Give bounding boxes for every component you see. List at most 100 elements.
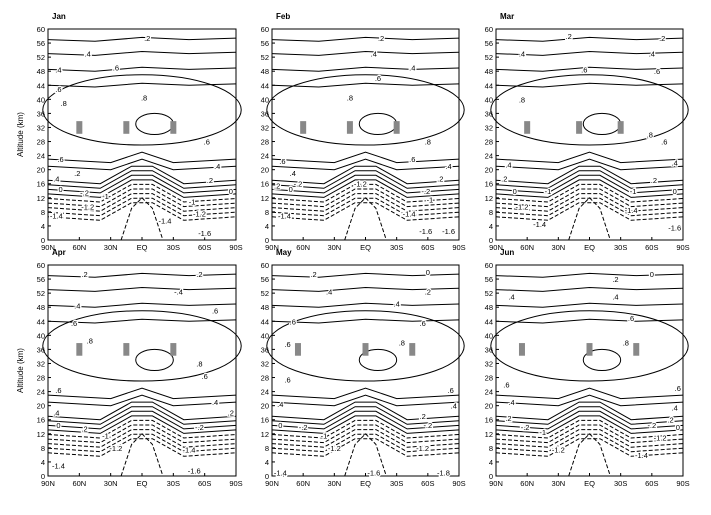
x-tick-label: 30S [614,243,627,252]
y-tick-label: 32 [37,123,45,132]
contour-label: -.2 [294,180,303,189]
contour-label: .6 [284,375,290,384]
contour-line [42,74,242,146]
contour-line [42,310,242,382]
contour-line [271,151,460,164]
x-tick-label: 60N [520,243,534,252]
y-tick-label: 32 [37,359,45,368]
y-tick-label: 24 [485,388,493,397]
x-tick-label: 90S [452,243,465,252]
contour-label: 0 [676,423,680,432]
contour-label: .2 [437,174,443,183]
y-tick-label: 4 [489,222,493,231]
contour-label: .6 [503,381,509,390]
contour-line [271,410,460,430]
contour-line [568,197,611,241]
contour-line [495,82,684,88]
y-tick-label: 48 [261,67,269,76]
contour-line [47,438,237,457]
contour-line [495,50,684,56]
y-tick-label: 44 [485,317,493,326]
x-tick-label: 60S [645,479,658,488]
contour-label: .6 [212,307,218,316]
contour-line [47,401,237,421]
y-tick-label: 4 [265,222,269,231]
contour-label: .6 [202,372,208,381]
contour-line [47,193,237,212]
x-tick-label: 90N [265,479,279,488]
x-tick-label: 30S [167,479,180,488]
contour-label: .4 [214,162,220,171]
y-tick-label: 28 [37,374,45,383]
contour-line [47,50,237,56]
contour-label: .4 [277,400,283,409]
y-tick-label: 0 [489,236,493,245]
contour-line [495,174,684,194]
y-tick-label: 4 [489,458,493,467]
contour-label: .4 [451,402,457,411]
y-tick-label: 12 [485,194,493,203]
y-tick-label: 52 [261,289,269,298]
plot-frame [495,264,684,477]
contour-label: -1 [189,197,196,206]
station-marker [586,343,593,356]
contour-label: .4 [326,287,332,296]
contour-label: .6 [71,319,77,328]
station-marker [617,121,624,134]
contour-line [495,193,684,212]
contour-label: .2 [566,32,572,41]
x-tick-label: EQ [137,479,148,488]
y-tick-label: 48 [37,303,45,312]
x-tick-label: EQ [584,479,595,488]
x-tick-label: 30N [327,479,341,488]
contour-line [271,438,460,457]
y-tick-label: 8 [41,208,45,217]
contour-line [495,179,684,198]
x-tick-label: 60S [645,243,658,252]
y-tick-label: 12 [37,194,45,203]
contour-label: .6 [55,85,61,94]
y-tick-label: 36 [261,345,269,354]
y-tick-label: 16 [261,416,269,425]
contour-line [271,158,460,171]
contour-line [271,165,460,185]
y-tick-label: 56 [261,39,269,48]
contour-label: -1.4 [159,217,172,226]
contour-line [490,74,689,146]
contour-label: -1 [427,196,434,205]
y-tick-label: 20 [485,402,493,411]
contour-label: -.4 [174,287,183,296]
contour-line [47,429,237,448]
contour-label: .6 [204,138,210,147]
contour-line [495,401,684,421]
station-marker [123,121,130,134]
contour-line [271,202,460,221]
x-tick-label: EQ [360,479,371,488]
contour-label: .6 [284,340,290,349]
contour-line [271,424,460,444]
y-tick-label: 56 [37,39,45,48]
contour-line [495,165,684,185]
contour-line [271,286,460,292]
y-tick-label: 60 [37,261,45,270]
x-tick-label: 30S [390,479,403,488]
contour-line [47,410,237,430]
y-tick-label: 60 [485,25,493,34]
contour-line [358,112,398,135]
y-tick-label: 36 [485,109,493,118]
contour-line [271,406,460,425]
contour-label: -1.2 [552,446,565,455]
station-marker [170,343,177,356]
contour-line [358,348,398,372]
contour-label: .2 [274,181,280,190]
station-marker [576,121,583,134]
contour-line [47,183,237,203]
x-tick-label: 90N [265,243,279,252]
contour-line [271,179,460,198]
y-tick-label: 12 [37,430,45,439]
station-marker [76,343,83,356]
plot-frame [271,264,460,477]
contour-label: .8 [519,95,525,104]
contour-line [47,424,237,444]
contour-label: -1.4 [183,446,196,455]
